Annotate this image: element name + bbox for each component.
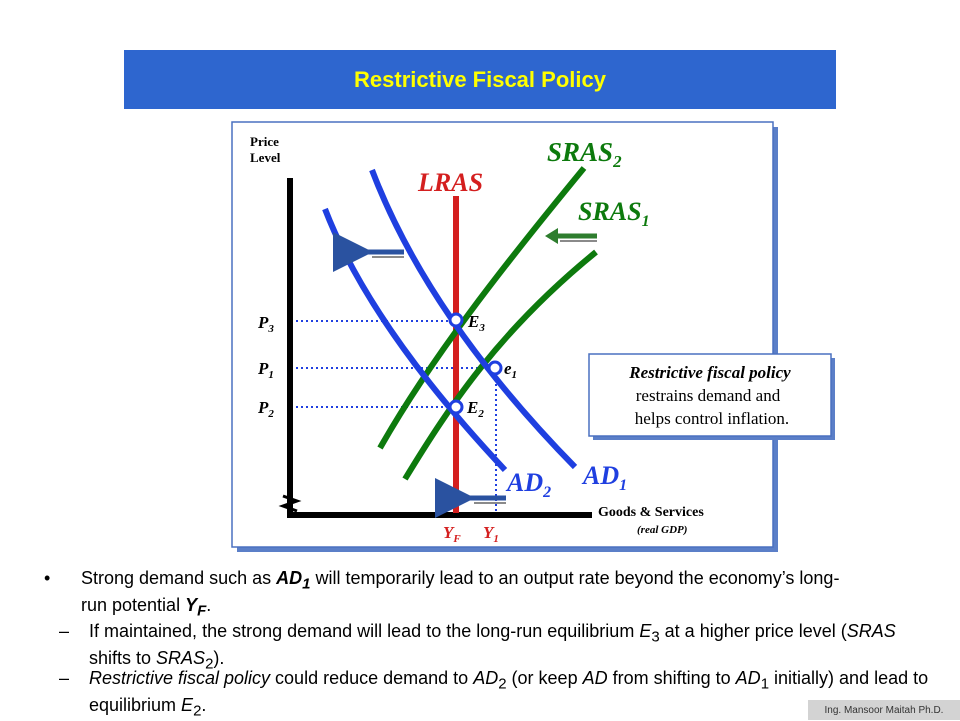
- sub-text-1: If maintained, the strong demand will le…: [89, 621, 896, 673]
- ad-shift-arrow-top: [333, 232, 404, 272]
- p2-label: P2: [257, 398, 274, 420]
- chart-panel: [231, 121, 774, 548]
- e2-label: E2: [466, 398, 484, 420]
- callout-line1: Restrictive fiscal policy: [628, 363, 791, 382]
- sras1-label: SRAS1: [578, 197, 650, 230]
- sub-dash: –: [59, 668, 70, 688]
- sras1-curve: [402, 249, 598, 481]
- point-e2: [448, 399, 464, 415]
- e1-label: e1: [504, 359, 517, 381]
- lras-label: LRAS: [417, 168, 483, 197]
- x-axis-label: Goods & Services: [598, 505, 704, 520]
- y-axis-label-line1: Price: [250, 134, 279, 149]
- point-e1: [487, 360, 503, 376]
- title-bar: Restrictive Fiscal Policy: [124, 50, 836, 109]
- e3-label: E3: [467, 312, 485, 334]
- yf-label: YF: [443, 523, 461, 545]
- sras-shift-arrow: [545, 228, 597, 244]
- p1-label: P1: [257, 359, 274, 381]
- author-credit: Ing. Mansoor Maitah Ph.D.: [808, 700, 960, 720]
- ad-shift-arrow-bottom: [435, 478, 506, 518]
- sub-dash: –: [59, 621, 70, 641]
- x-axis-sublabel: (real GDP): [637, 524, 687, 536]
- sras2-curve: [377, 166, 587, 450]
- bullet-text: Strong demand such as AD1 will temporari…: [81, 568, 840, 620]
- y1-label: Y1: [483, 523, 499, 545]
- p3-label: P3: [257, 313, 274, 335]
- bullet-dot: •: [44, 568, 51, 588]
- y-axis-label-line2: Level: [250, 150, 281, 165]
- page-title: Restrictive Fiscal Policy: [354, 66, 606, 92]
- callout-line2: restrains demand and: [636, 386, 781, 405]
- point-e3: [448, 312, 464, 328]
- ad2-label: AD2: [505, 468, 551, 501]
- ad1-label: AD1: [581, 461, 627, 494]
- callout-box: [588, 353, 832, 437]
- sub-text-2: Restrictive fiscal policy could reduce d…: [89, 668, 929, 720]
- axis-break-mark: [278, 494, 302, 513]
- sras2-label: SRAS2: [547, 137, 622, 171]
- callout-line3: helps control inflation.: [635, 409, 789, 428]
